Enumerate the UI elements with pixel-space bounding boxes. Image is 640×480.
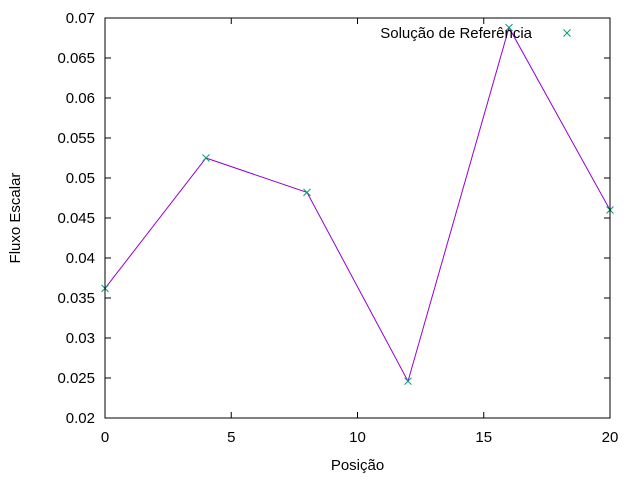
series-line	[104, 26, 611, 383]
y-tick-label: 0.035	[57, 290, 95, 307]
x-tick-label: 5	[227, 429, 235, 446]
y-tick-label: 0.055	[57, 130, 95, 147]
y-tick-label: 0.03	[66, 330, 95, 347]
series-layer	[101, 23, 614, 386]
data-point-marker	[505, 23, 513, 32]
legend-label-reference-solution: Solução de Referência	[380, 25, 532, 42]
legend-marker-stroke	[563, 29, 571, 37]
y-tick-label: 0.02	[66, 410, 95, 427]
data-point-marker	[303, 188, 311, 197]
data-point-marker	[404, 377, 412, 386]
x-tick-label: 10	[349, 429, 366, 446]
marker-stroke	[404, 377, 412, 386]
y-tick-label: 0.05	[66, 170, 95, 187]
marker-stroke	[505, 23, 513, 32]
ticks-layer: 0 5 10 15 20 0.02 0.025 0.03 0.035 0.04 0.045 0.05 0…	[57, 10, 618, 446]
data-point-marker	[202, 154, 210, 162]
x-axis-label: Posição	[331, 457, 384, 474]
marker-stroke	[303, 188, 311, 197]
y-tick-label: 0.06	[66, 90, 95, 107]
marker-stroke	[202, 154, 210, 162]
y-tick-label: 0.045	[57, 210, 95, 227]
x-tick-label: 0	[101, 429, 109, 446]
y-tick-label: 0.07	[66, 10, 95, 27]
y-axis-label: Fluxo Escalar	[7, 173, 24, 264]
legend-marker-x	[563, 29, 571, 37]
y-tick-label: 0.065	[57, 50, 95, 67]
plot-frame	[104, 17, 611, 419]
y-tick-label: 0.04	[66, 250, 95, 267]
legend: Solução de Referência	[380, 25, 571, 42]
y-tick-label: 0.025	[57, 370, 95, 387]
x-tick-label: 20	[602, 429, 619, 446]
x-tick-label: 15	[475, 429, 492, 446]
